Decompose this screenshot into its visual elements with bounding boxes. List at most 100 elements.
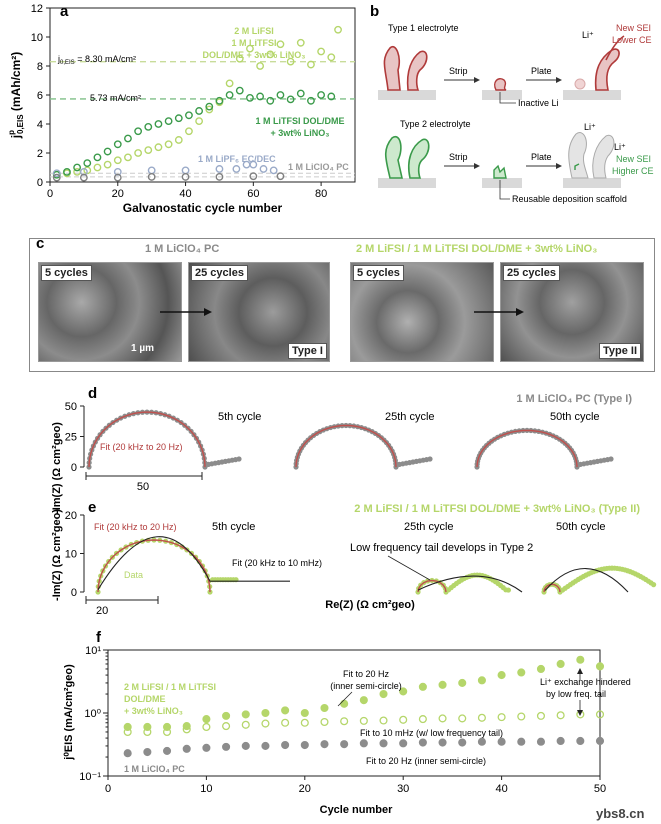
- panel-a-point: [334, 25, 342, 34]
- panel-f-point: [497, 713, 506, 722]
- panel-f-label-gray: 1 M LiClO₄ PC: [124, 764, 185, 774]
- panel-b-inactive-li: Inactive Li: [518, 98, 559, 108]
- panel-a-label-dark-1: 1 M LiTFSI DOL/DME: [256, 116, 345, 126]
- panel-d-fit-curve: [295, 424, 397, 468]
- panel-f-point: [281, 740, 290, 750]
- panel-f-point: [241, 741, 250, 750]
- panel-e-ytick-label: 0: [71, 587, 77, 599]
- panel-f-letter: f: [96, 629, 102, 646]
- panel-e-tail-point: [505, 587, 511, 593]
- panel-d-fit-curve: [476, 429, 578, 468]
- panel-f-point: [556, 659, 565, 669]
- panel-a-label-light-2: 1 M LiTFSI: [232, 38, 277, 48]
- panel-a-point: [276, 172, 285, 181]
- panel-f-point: [123, 749, 132, 758]
- panel-b-new-sei-lower-2: Lower CE: [612, 35, 652, 45]
- panel-f-point: [595, 710, 605, 719]
- panel-a-point: [215, 173, 224, 181]
- panel-a-point: [235, 54, 244, 63]
- panel-d-cycle-25: 25th cycle: [385, 411, 435, 423]
- panel-f-point: [438, 738, 447, 747]
- panel-f-point: [143, 747, 152, 757]
- type1-replated: [563, 35, 625, 100]
- sem-right-5-caption: 5 cycles: [353, 265, 404, 281]
- panel-e-data-label: Data: [124, 570, 143, 580]
- panel-a-point: [113, 173, 122, 182]
- panel-f-point: [497, 737, 506, 746]
- panel-a-point: [235, 86, 244, 95]
- panel-b-plate-2: Plate: [531, 152, 552, 162]
- panel-b-plate-1: Plate: [531, 66, 552, 76]
- panel-f-point: [458, 678, 467, 687]
- panel-b-li-1: Li⁺: [582, 30, 594, 40]
- panel-e-fit-label-2: Fit (20 kHz to 10 mHz): [232, 558, 322, 568]
- panel-a-point: [154, 120, 163, 128]
- panel-a-point: [93, 163, 102, 172]
- panel-a-label-light-3: DOL/DME + 3wt% LiNO₃: [203, 50, 306, 60]
- sem-right-25-caption: 25 cycles: [503, 265, 560, 281]
- panel-f-point: [399, 715, 408, 724]
- type1-stripped: [482, 78, 522, 100]
- panel-a-point: [63, 167, 71, 176]
- panel-f-point: [536, 664, 546, 674]
- panel-e-axes: 0 10 20: [65, 510, 85, 599]
- panel-a-point: [134, 149, 143, 157]
- panel-a-point: [327, 92, 336, 101]
- panel-d-ytick-label: 25: [65, 432, 77, 444]
- panel-f-point: [418, 738, 427, 747]
- panel-d-cycle-5: 5th cycle: [218, 411, 261, 423]
- panel-f-point: [320, 717, 329, 727]
- sem-right-5: 5 cycles: [350, 262, 494, 362]
- panel-a-xtick-label: 40: [179, 188, 191, 200]
- panel-f-point: [300, 718, 309, 727]
- panel-f-point: [379, 739, 388, 748]
- sem-left-5: 5 cycles 1 µm: [38, 262, 182, 362]
- panel-f-point: [458, 714, 467, 723]
- panel-a-point: [181, 166, 190, 175]
- panel-b-type1: Type 1 electrolyte: [388, 23, 459, 33]
- panel-a-point: [93, 153, 102, 162]
- panel-a-ylabel: jp0,EIS (mAh/cm²): [7, 52, 25, 139]
- panel-e-cycle-5: 5th cycle: [212, 521, 255, 533]
- panel-f-ann-li-2: by low freq. tail: [546, 689, 606, 699]
- panel-a-ann-830: j0,EIS = 8.30 mA/cm²: [57, 54, 136, 66]
- panel-f-point: [340, 699, 349, 708]
- panel-f-point: [340, 717, 349, 726]
- panel-f-xtick-label: 40: [495, 783, 507, 795]
- panel-f-ytick-label: 10⁻¹: [79, 771, 101, 783]
- panel-d-fit-label: Fit (20 kHz to 20 Hz): [100, 442, 183, 452]
- panel-a-xtick-label: 0: [47, 188, 53, 200]
- panel-a-point: [147, 173, 156, 181]
- panel-f-point: [418, 715, 427, 724]
- panel-f-point: [399, 687, 408, 696]
- panel-a-point: [147, 166, 156, 175]
- panel-f-xtick-label: 10: [200, 783, 212, 795]
- panel-a-point: [225, 91, 234, 99]
- sem-type2-caption: Type II: [598, 343, 641, 359]
- panel-a-point: [307, 60, 315, 69]
- panel-e-tail-pointer: [387, 555, 431, 581]
- panel-a-ytick-label: 10: [31, 32, 43, 44]
- panel-a-point: [195, 107, 204, 115]
- panel-a-ytick-label: 12: [31, 3, 43, 15]
- panel-a-point: [249, 172, 258, 181]
- panel-a-letter: a: [60, 3, 69, 20]
- panel-f-point: [359, 696, 368, 705]
- panel-f-point: [300, 708, 309, 718]
- panel-f-point: [536, 737, 546, 746]
- panel-a-point: [174, 114, 183, 123]
- panel-f-ann-fit20b: (inner semi-circle): [330, 681, 402, 691]
- panel-a-ytick-label: 8: [37, 61, 43, 73]
- panel-f-point: [162, 727, 172, 737]
- panel-f-point: [162, 746, 172, 755]
- panel-f-point: [418, 682, 427, 691]
- panel-c-title-left: 1 M LiClO₄ PC: [145, 243, 219, 255]
- panel-c-letter: c: [36, 235, 44, 252]
- panel-a-point: [256, 62, 265, 70]
- panel-d-tail-point: [427, 456, 433, 462]
- panel-d-axes: 0 25 50: [65, 401, 85, 474]
- panel-f-point: [438, 680, 447, 689]
- panel-a-point: [113, 140, 122, 149]
- panel-e-tail-label: Low frequency tail develops in Type 2: [350, 542, 533, 554]
- panel-f-point: [477, 713, 486, 722]
